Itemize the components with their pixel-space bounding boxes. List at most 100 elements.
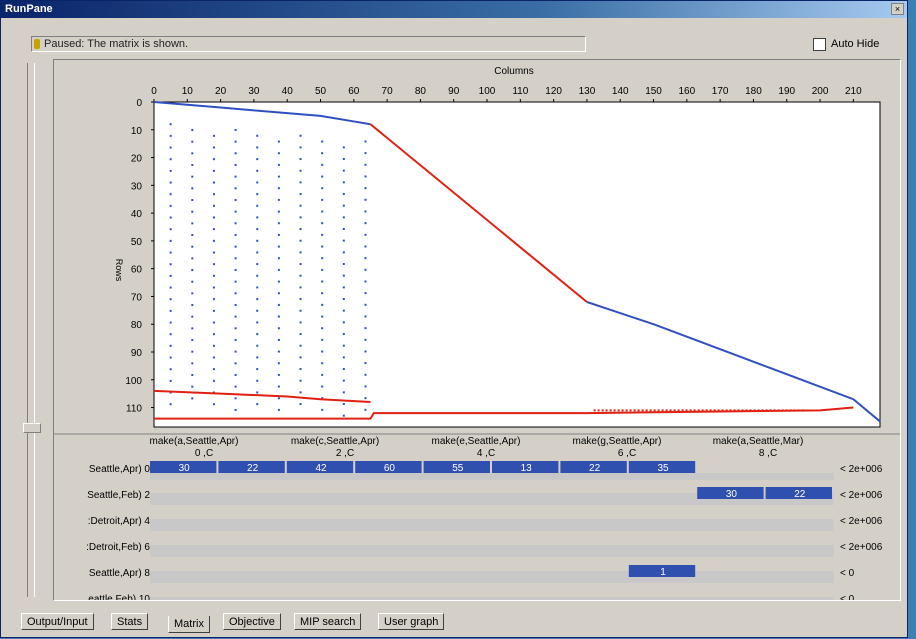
- matrix-cell: [628, 461, 696, 473]
- nonzero-dot: [169, 204, 172, 207]
- nonzero-dot: [212, 181, 215, 184]
- column-index: 4 ,C: [477, 448, 495, 459]
- cell-value: 30: [726, 489, 738, 500]
- nonzero-dot: [169, 333, 172, 336]
- nonzero-dot: [299, 158, 302, 161]
- series-red-line: [369, 123, 588, 303]
- nonzero-dot: [342, 169, 345, 172]
- nonzero-dot: [277, 292, 280, 295]
- cell-value: 13: [521, 463, 533, 474]
- tab-user-graph[interactable]: User graph: [378, 613, 445, 630]
- status-text: Paused: The matrix is shown.: [44, 38, 189, 50]
- tab-output-input[interactable]: Output/Input: [21, 613, 94, 630]
- y-axis-label: Rows: [114, 259, 124, 282]
- nonzero-dot: [299, 403, 302, 406]
- tab-stats[interactable]: Stats: [111, 613, 149, 630]
- nonzero-dot: [212, 228, 215, 231]
- nonzero-dot: [234, 338, 237, 341]
- x-tick-label: 20: [215, 86, 227, 97]
- checkbox-box[interactable]: [813, 37, 826, 51]
- nonzero-dot: [342, 356, 345, 359]
- nonzero-dot: [256, 169, 259, 172]
- y-tick-label: 60: [131, 265, 143, 276]
- nonzero-dot: [212, 309, 215, 312]
- nonzero-dot: [342, 333, 345, 335]
- nonzero-dot: [321, 338, 324, 341]
- row-label: Seattle,Apr) 8: [89, 568, 151, 579]
- nonzero-dot: [212, 158, 215, 161]
- nonzero-dot: [191, 175, 194, 178]
- nonzero-dot: [342, 391, 345, 394]
- tab-matrix[interactable]: Matrix: [168, 616, 210, 633]
- nonzero-dot: [169, 134, 172, 137]
- nonzero-dot: [234, 233, 237, 236]
- nonzero-dot: [321, 315, 324, 318]
- nonzero-dot: [342, 344, 345, 347]
- nonzero-dot: [191, 234, 194, 237]
- nonzero-dot: [234, 280, 237, 283]
- auto-hide-checkbox[interactable]: Auto Hide: [813, 37, 879, 53]
- nonzero-dot: [299, 356, 302, 359]
- nonzero-dot: [299, 286, 302, 289]
- y-tick-label: 40: [131, 209, 143, 220]
- cell-value: 22: [247, 463, 259, 474]
- window-title: RunPane: [5, 3, 53, 15]
- nonzero-dot: [364, 385, 367, 388]
- nonzero-dot: [364, 163, 367, 166]
- x-tick-label: 80: [415, 86, 427, 97]
- column-index: 8 ,C: [759, 448, 777, 459]
- tab-mip-search[interactable]: MIP search: [294, 613, 362, 630]
- nonzero-dot: [321, 187, 324, 190]
- nonzero-dot: [169, 403, 172, 406]
- x-tick-label: 40: [282, 86, 294, 97]
- nonzero-dot: [212, 368, 215, 371]
- nonzero-dot: [212, 344, 215, 347]
- nonzero-dot: [169, 193, 172, 196]
- tab-objective[interactable]: Objective: [223, 613, 281, 630]
- nonzero-dot: [364, 233, 367, 236]
- nonzero-dot: [169, 286, 172, 289]
- y-tick-label: 0: [136, 98, 142, 109]
- nonzero-dot: [364, 152, 367, 155]
- nonzero-dot: [234, 303, 237, 306]
- nonzero-dot: [256, 344, 259, 347]
- nonzero-dot: [234, 268, 237, 271]
- nonzero-dot: [321, 385, 324, 388]
- nonzero-dot: [277, 140, 280, 143]
- nonzero-dot: [234, 327, 237, 330]
- matrix-cell: [697, 487, 764, 499]
- nonzero-dot: [256, 403, 259, 406]
- nonzero-dot: [277, 315, 280, 318]
- x-tick-label: 130: [579, 86, 596, 97]
- nonzero-dot: [277, 408, 280, 411]
- vertical-splitter[interactable]: [23, 63, 41, 597]
- cell-value: 42: [315, 463, 327, 474]
- nonzero-dot: [277, 233, 280, 236]
- nonzero-dot: [277, 152, 280, 155]
- nonzero-dot: [364, 198, 367, 201]
- nonzero-dot: [299, 134, 302, 137]
- matrix-chart: Columns Rows 0 10 20 30 40 50 60 70 80 90 100 110 12…: [54, 66, 900, 600]
- nonzero-dot: [277, 373, 280, 376]
- nonzero-dot: [364, 280, 367, 283]
- nonzero-dot: [212, 356, 215, 359]
- nonzero-dot: [342, 309, 345, 312]
- nonzero-dot: [256, 356, 259, 359]
- splitter-handle[interactable]: [23, 423, 41, 433]
- nonzero-dot: [169, 123, 172, 126]
- nonzero-dot: [169, 181, 172, 184]
- matrix-grid: Seattle,Apr) 0 30 22 42 60 55 13 22 35 < 2e+006 Se…: [86, 461, 883, 600]
- cell-value: 22: [794, 489, 806, 500]
- close-icon[interactable]: ×: [891, 3, 904, 15]
- nonzero-dot: [234, 397, 237, 400]
- series-red-line: [154, 406, 854, 420]
- nonzero-dot: [169, 356, 172, 359]
- nonzero-dot: [342, 274, 345, 277]
- nonzero-dot: [299, 309, 302, 312]
- nonzero-dot: [364, 257, 367, 260]
- x-tick-label: 120: [545, 86, 562, 97]
- nonzero-dot: [234, 152, 237, 155]
- nonzero-dot: [299, 216, 302, 219]
- column-index: 0 ,C: [195, 448, 213, 459]
